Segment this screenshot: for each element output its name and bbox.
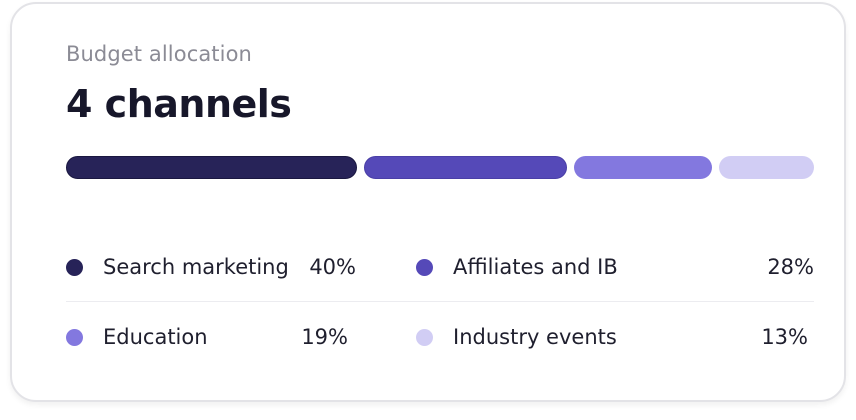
legend-value: 19% bbox=[301, 325, 348, 349]
bar-segment-industry-events bbox=[719, 156, 814, 179]
legend-label: Affiliates and IB bbox=[453, 255, 618, 279]
search-marketing-dot bbox=[66, 259, 83, 276]
budget-card: Budget allocation 4 channels Search mark… bbox=[10, 2, 846, 402]
card-subtitle: Budget allocation bbox=[66, 42, 252, 66]
legend-label: Education bbox=[103, 325, 208, 349]
legend-item-industry-events: Industry events 13% bbox=[416, 318, 808, 358]
affiliates-and-ib-dot bbox=[416, 259, 433, 276]
legend-value: 40% bbox=[309, 255, 356, 279]
allocation-bar bbox=[66, 156, 814, 179]
bar-segment-education bbox=[574, 156, 713, 179]
legend-value: 13% bbox=[761, 325, 808, 349]
education-dot bbox=[66, 329, 83, 346]
legend-item-education: Education 19% bbox=[66, 318, 348, 358]
legend-label: Search marketing bbox=[103, 255, 289, 279]
legend-value: 28% bbox=[767, 255, 814, 279]
industry-events-dot bbox=[416, 329, 433, 346]
legend-item-affiliates-and-ib: Affiliates and IB 28% bbox=[416, 248, 814, 288]
card-title: 4 channels bbox=[66, 82, 292, 126]
legend-divider bbox=[66, 301, 814, 302]
bar-segment-search-marketing bbox=[66, 156, 357, 179]
bar-segment-affiliates-and-ib bbox=[363, 156, 568, 179]
legend-label: Industry events bbox=[453, 325, 617, 349]
legend-item-search-marketing: Search marketing 40% bbox=[66, 248, 356, 288]
